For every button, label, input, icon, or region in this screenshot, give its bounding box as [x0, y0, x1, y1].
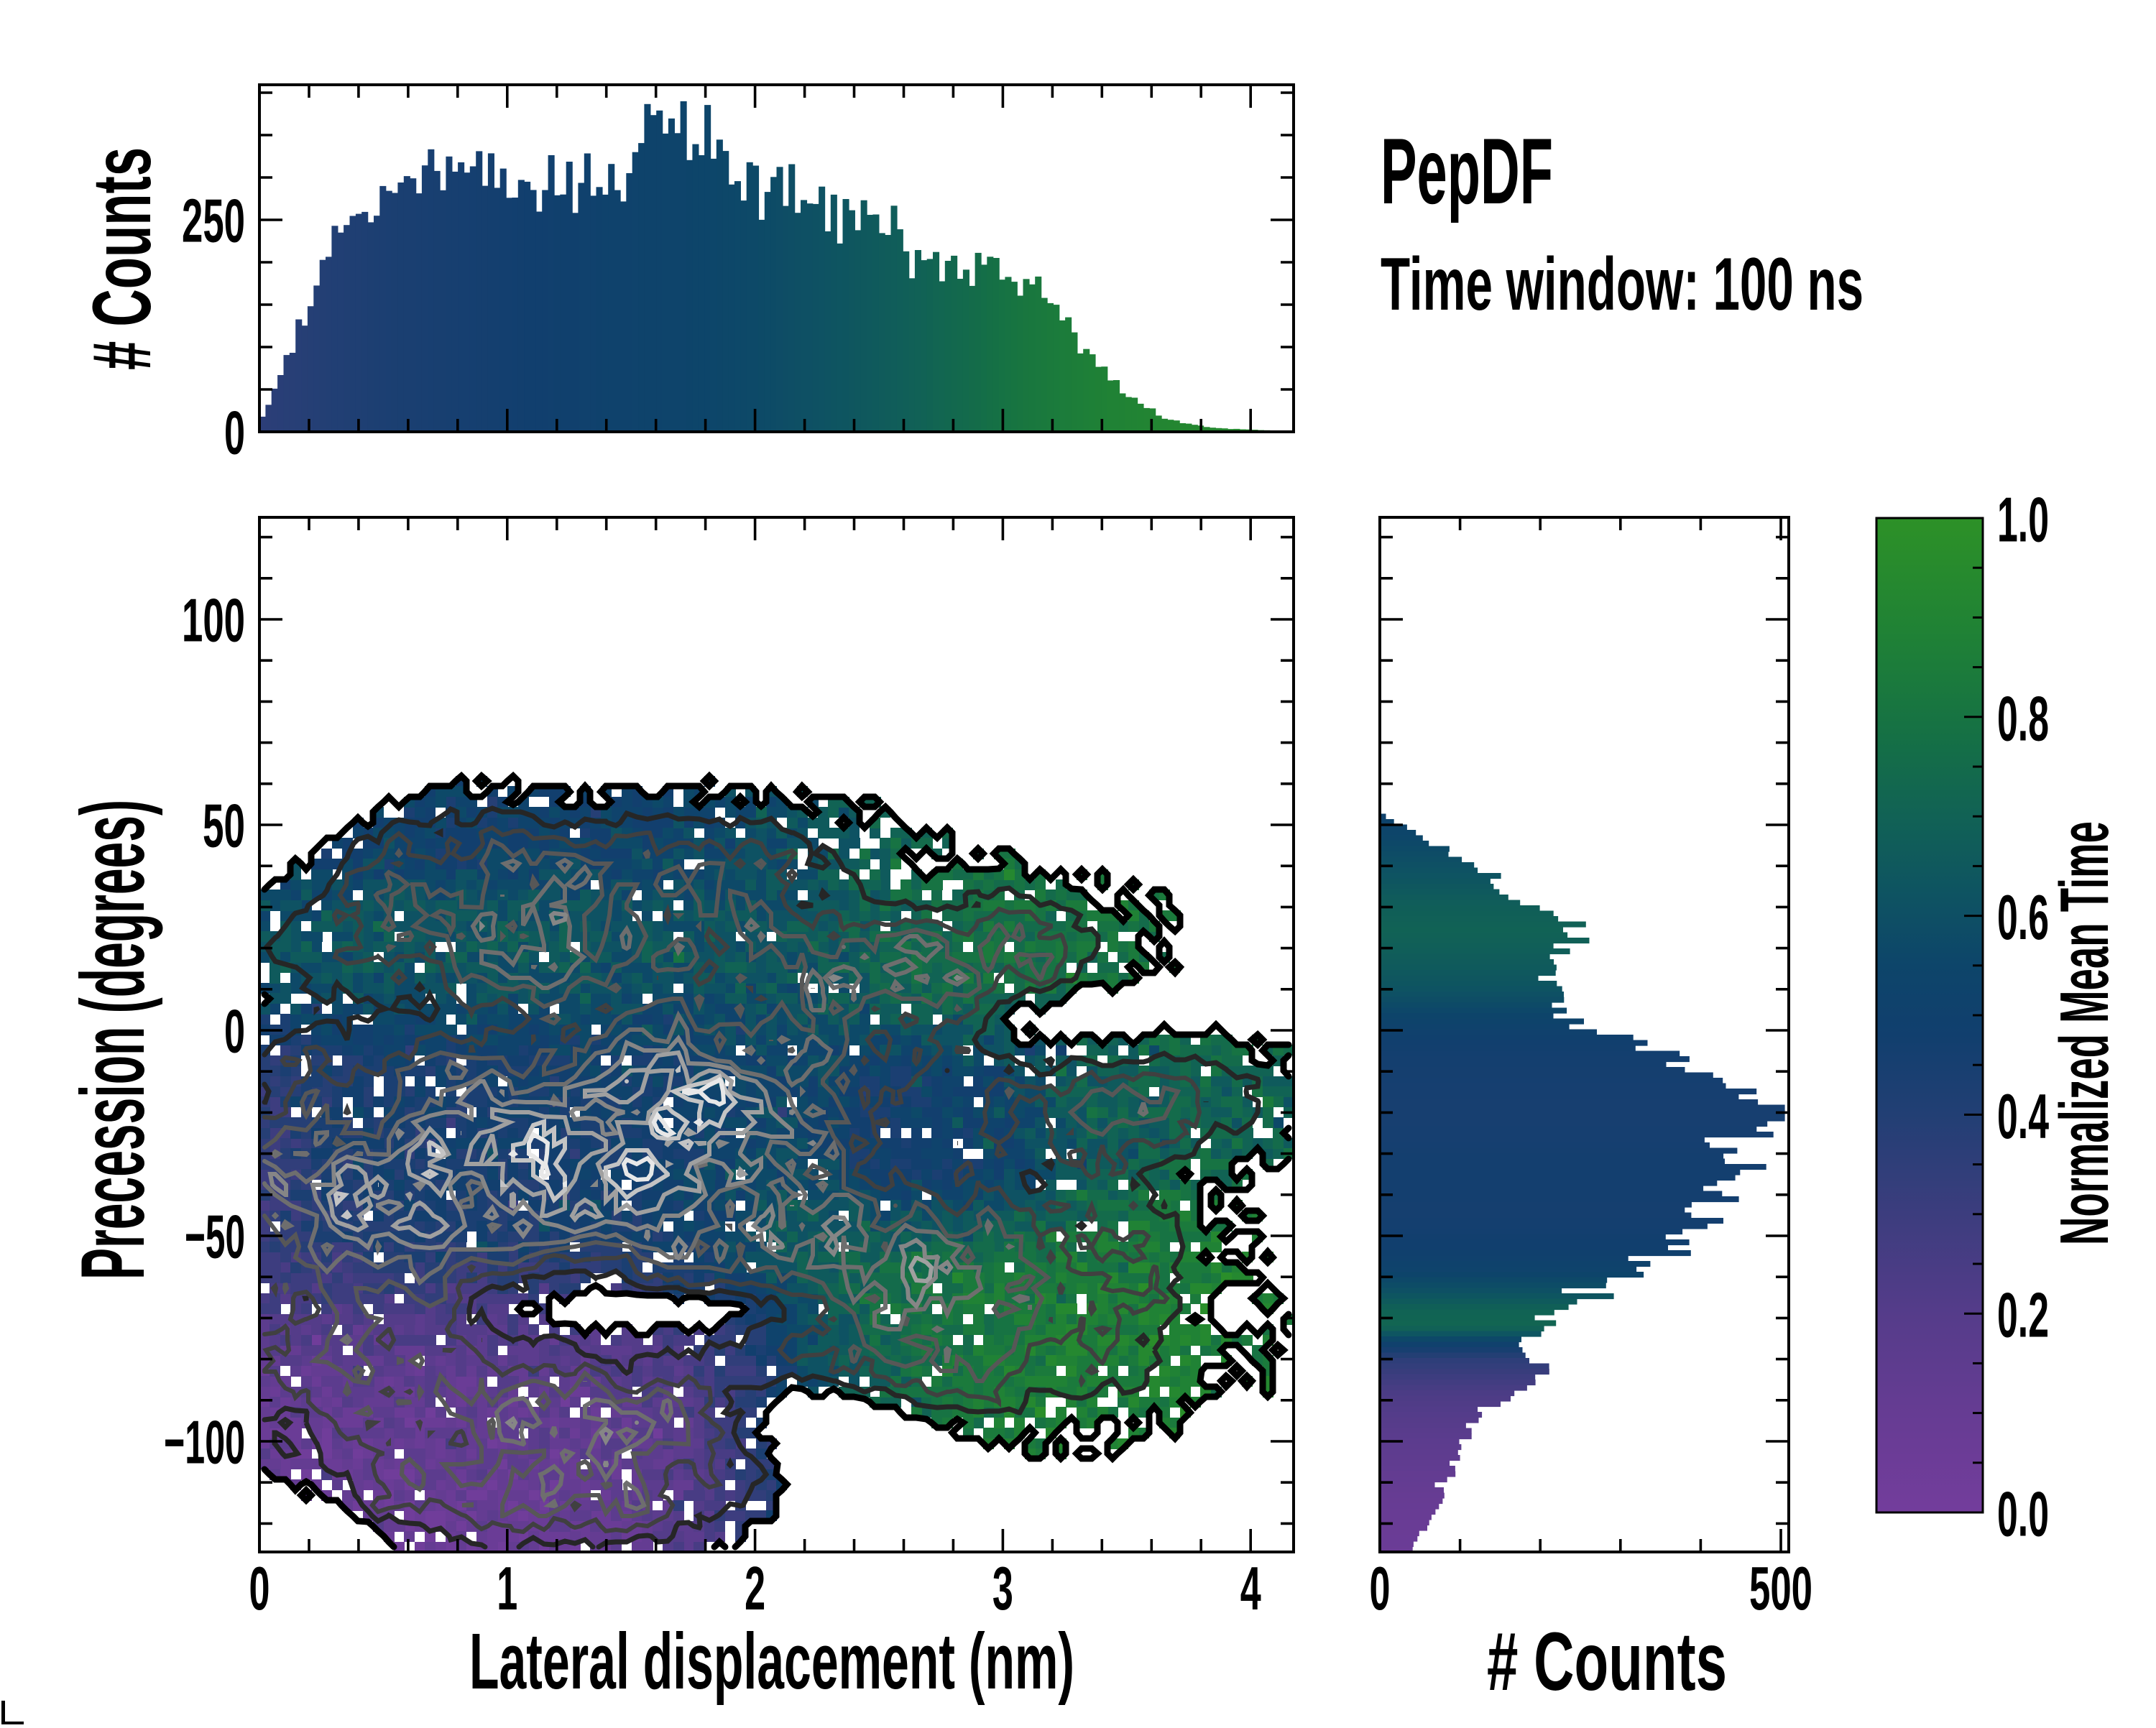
svg-text:Time window: 100 ns: Time window: 100 ns	[1381, 243, 1864, 326]
svg-text:# Counts: # Counts	[76, 147, 168, 370]
svg-text:250: 250	[182, 188, 245, 256]
svg-text:0.0: 0.0	[1997, 1479, 2049, 1550]
svg-text:100: 100	[182, 587, 245, 655]
svg-text:0: 0	[224, 399, 245, 468]
svg-text:PepDF: PepDF	[1381, 119, 1553, 223]
svg-text:Precession (degrees): Precession (degrees)	[63, 800, 163, 1280]
svg-text:Normalized Mean Time: Normalized Mean Time	[2046, 821, 2123, 1245]
svg-text:3: 3	[992, 1555, 1013, 1623]
svg-text:0: 0	[249, 1555, 270, 1623]
svg-text:0.4: 0.4	[1997, 1081, 2049, 1152]
svg-text:0.6: 0.6	[1997, 882, 2049, 953]
svg-text:4: 4	[1240, 1555, 1261, 1623]
svg-text:−50: −50	[185, 1203, 245, 1272]
svg-text:Lateral displacement (nm): Lateral displacement (nm)	[469, 1617, 1074, 1706]
svg-text:2: 2	[745, 1555, 765, 1623]
svg-text:0.8: 0.8	[1997, 683, 2049, 754]
svg-text:# Counts: # Counts	[1487, 1616, 1727, 1708]
svg-text:0: 0	[224, 998, 245, 1066]
svg-text:1.0: 1.0	[1997, 484, 2049, 555]
svg-text:1: 1	[497, 1555, 517, 1623]
svg-text:0.2: 0.2	[1997, 1280, 2049, 1351]
svg-text:−100: −100	[164, 1409, 245, 1477]
svg-text:500: 500	[1749, 1555, 1812, 1623]
svg-text:0: 0	[1370, 1555, 1391, 1623]
svg-text:50: 50	[203, 793, 245, 861]
